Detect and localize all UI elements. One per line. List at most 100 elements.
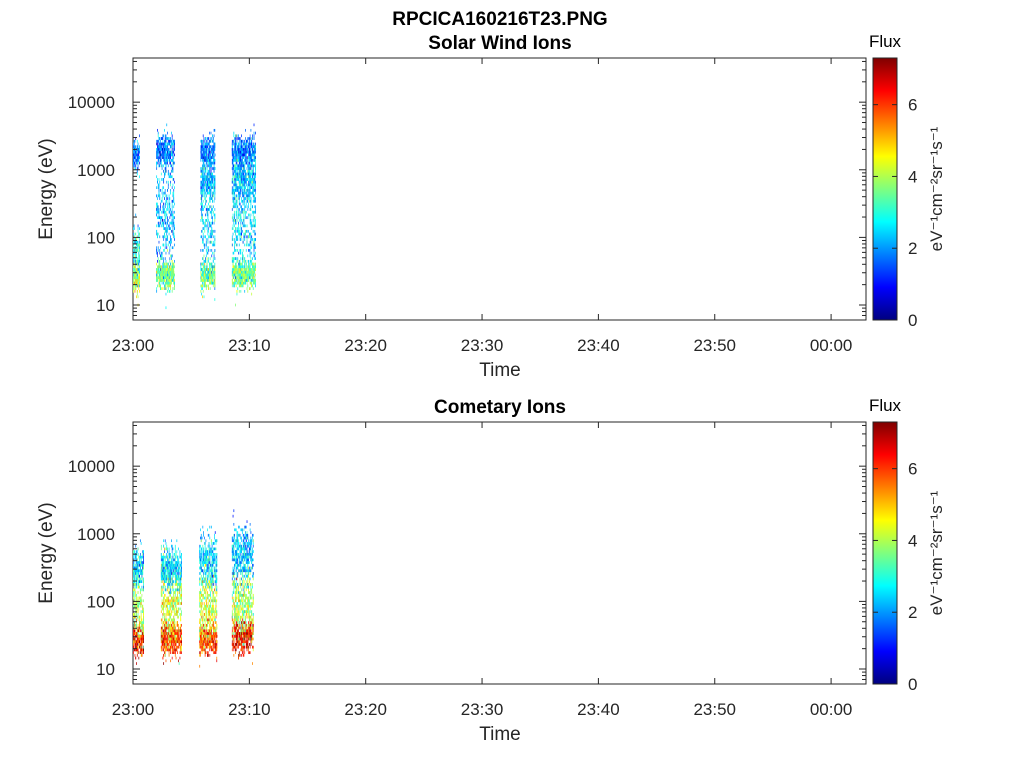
heatmap-cell <box>206 178 208 181</box>
heatmap-cell <box>250 273 252 277</box>
heatmap-cell <box>203 148 205 151</box>
heatmap-cell <box>204 229 206 233</box>
heatmap-cell <box>171 202 173 206</box>
heatmap-cell <box>138 284 140 288</box>
heatmap-cell <box>212 137 214 140</box>
heatmap-cell <box>206 161 208 165</box>
heatmap-cell <box>208 284 210 288</box>
heatmap-cell <box>246 238 248 241</box>
heatmap-cell <box>250 208 252 211</box>
heatmap-cell <box>160 210 162 214</box>
heatmap-cell <box>157 139 158 143</box>
heatmap-cell <box>244 148 246 151</box>
heatmap-cell <box>163 210 165 214</box>
heatmap-cell <box>167 142 168 146</box>
heatmap-cell <box>249 180 251 184</box>
heatmap-cell <box>174 227 175 230</box>
heatmap-cell <box>252 243 254 247</box>
heatmap-cell <box>247 194 249 198</box>
heatmap-cell <box>166 123 168 127</box>
heatmap-cell <box>212 194 213 198</box>
heatmap-cell <box>173 139 175 143</box>
heatmap-cell <box>214 240 216 244</box>
heatmap-cell <box>212 210 214 214</box>
heatmap-cell <box>200 279 202 282</box>
heatmap-cell <box>236 213 238 217</box>
heatmap-cell <box>157 232 158 236</box>
heatmap-cell <box>253 238 255 241</box>
heatmap-cell <box>161 150 163 154</box>
heatmap-cell <box>249 281 251 285</box>
heatmap-cell <box>169 240 171 244</box>
heatmap-cell <box>211 270 213 274</box>
heatmap-cell <box>209 265 210 269</box>
heatmap-cell <box>248 161 250 165</box>
heatmap-cell <box>250 199 252 203</box>
heatmap-cell <box>253 254 255 258</box>
heatmap-cell <box>245 276 246 280</box>
heatmap-cell <box>164 213 165 217</box>
heatmap-cell <box>171 186 173 189</box>
heatmap-cell <box>164 268 165 271</box>
heatmap-cell <box>255 251 256 255</box>
heatmap-cell <box>158 284 160 288</box>
heatmap-cell <box>157 197 158 200</box>
heatmap-cell <box>168 194 170 198</box>
heatmap-cell <box>248 150 250 154</box>
heatmap-cell <box>171 142 172 146</box>
heatmap-cell <box>202 153 203 157</box>
heatmap-cell <box>243 279 245 282</box>
heatmap-cell <box>250 213 252 217</box>
heatmap-cell <box>234 167 235 170</box>
heatmap-cell <box>170 227 172 230</box>
heatmap-cell <box>231 186 233 189</box>
heatmap-cell <box>205 265 207 269</box>
heatmap-cell <box>206 249 208 252</box>
heatmap-cell <box>213 175 215 179</box>
heatmap-cell <box>242 210 244 214</box>
heatmap-cell <box>167 289 168 293</box>
heatmap-cell <box>247 197 249 200</box>
heatmap-cell <box>209 175 211 179</box>
heatmap-cell <box>139 279 140 282</box>
heatmap-cell <box>252 175 253 179</box>
heatmap-cell <box>251 183 253 187</box>
heatmap-cell <box>204 178 206 181</box>
heatmap-cell <box>234 284 235 288</box>
heatmap-cell <box>200 284 202 288</box>
heatmap-cell <box>164 139 165 143</box>
heatmap-cell <box>157 194 159 198</box>
heatmap-cell <box>201 194 203 198</box>
heatmap-cell <box>167 164 169 168</box>
heatmap-cell <box>241 178 243 181</box>
heatmap-cell <box>245 156 247 159</box>
heatmap-cell <box>235 153 237 157</box>
heatmap-cell <box>169 249 171 252</box>
heatmap-cell <box>252 268 253 271</box>
heatmap-cell <box>242 219 244 222</box>
heatmap-cell <box>237 150 239 154</box>
heatmap-cell <box>172 279 174 282</box>
heatmap-cell <box>234 224 235 228</box>
heatmap-cell <box>214 265 216 269</box>
heatmap-cell <box>170 164 172 168</box>
heatmap-cell <box>133 257 134 260</box>
heatmap-cell <box>173 219 175 222</box>
heatmap-cell <box>205 180 206 184</box>
heatmap-cell <box>157 270 158 274</box>
heatmap-cell <box>212 156 213 159</box>
heatmap-cell <box>172 161 174 165</box>
heatmap-cell <box>201 153 203 157</box>
heatmap-cell <box>208 219 210 222</box>
heatmap-cell <box>202 295 203 299</box>
heatmap-cell <box>238 279 240 282</box>
heatmap-cell <box>157 161 158 165</box>
heatmap-cell <box>246 189 248 192</box>
heatmap-cell <box>172 221 174 225</box>
heatmap-cell <box>171 229 173 233</box>
heatmap-cell <box>231 243 233 247</box>
heatmap-cell <box>238 262 240 266</box>
heatmap-cell <box>207 279 209 282</box>
heatmap-cell <box>202 202 203 206</box>
heatmap-cell <box>239 265 241 269</box>
